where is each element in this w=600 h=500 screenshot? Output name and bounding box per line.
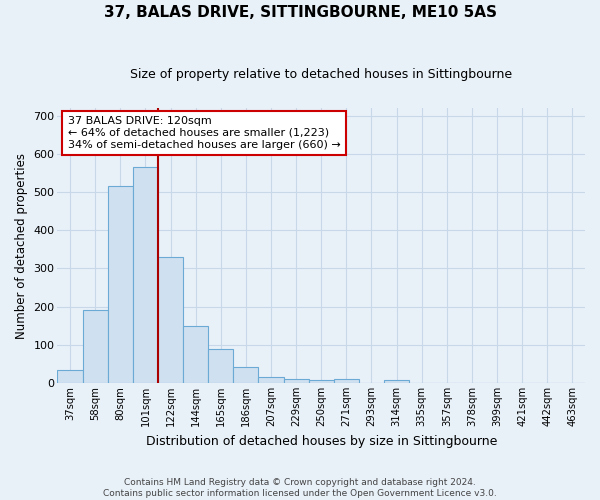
Bar <box>284 379 308 383</box>
Bar <box>58 370 83 383</box>
Text: 37 BALAS DRIVE: 120sqm
← 64% of detached houses are smaller (1,223)
34% of semi-: 37 BALAS DRIVE: 120sqm ← 64% of detached… <box>68 116 341 150</box>
Bar <box>183 326 208 383</box>
Bar <box>259 378 284 383</box>
Bar <box>158 257 183 383</box>
Bar <box>308 380 334 383</box>
Bar <box>384 380 409 383</box>
Bar <box>233 367 259 383</box>
X-axis label: Distribution of detached houses by size in Sittingbourne: Distribution of detached houses by size … <box>146 434 497 448</box>
Bar <box>334 379 359 383</box>
Y-axis label: Number of detached properties: Number of detached properties <box>15 152 28 338</box>
Bar <box>108 186 133 383</box>
Bar <box>133 167 158 383</box>
Text: 37, BALAS DRIVE, SITTINGBOURNE, ME10 5AS: 37, BALAS DRIVE, SITTINGBOURNE, ME10 5AS <box>104 5 497 20</box>
Bar <box>208 350 233 383</box>
Text: Contains HM Land Registry data © Crown copyright and database right 2024.
Contai: Contains HM Land Registry data © Crown c… <box>103 478 497 498</box>
Title: Size of property relative to detached houses in Sittingbourne: Size of property relative to detached ho… <box>130 68 512 80</box>
Bar <box>83 310 108 383</box>
